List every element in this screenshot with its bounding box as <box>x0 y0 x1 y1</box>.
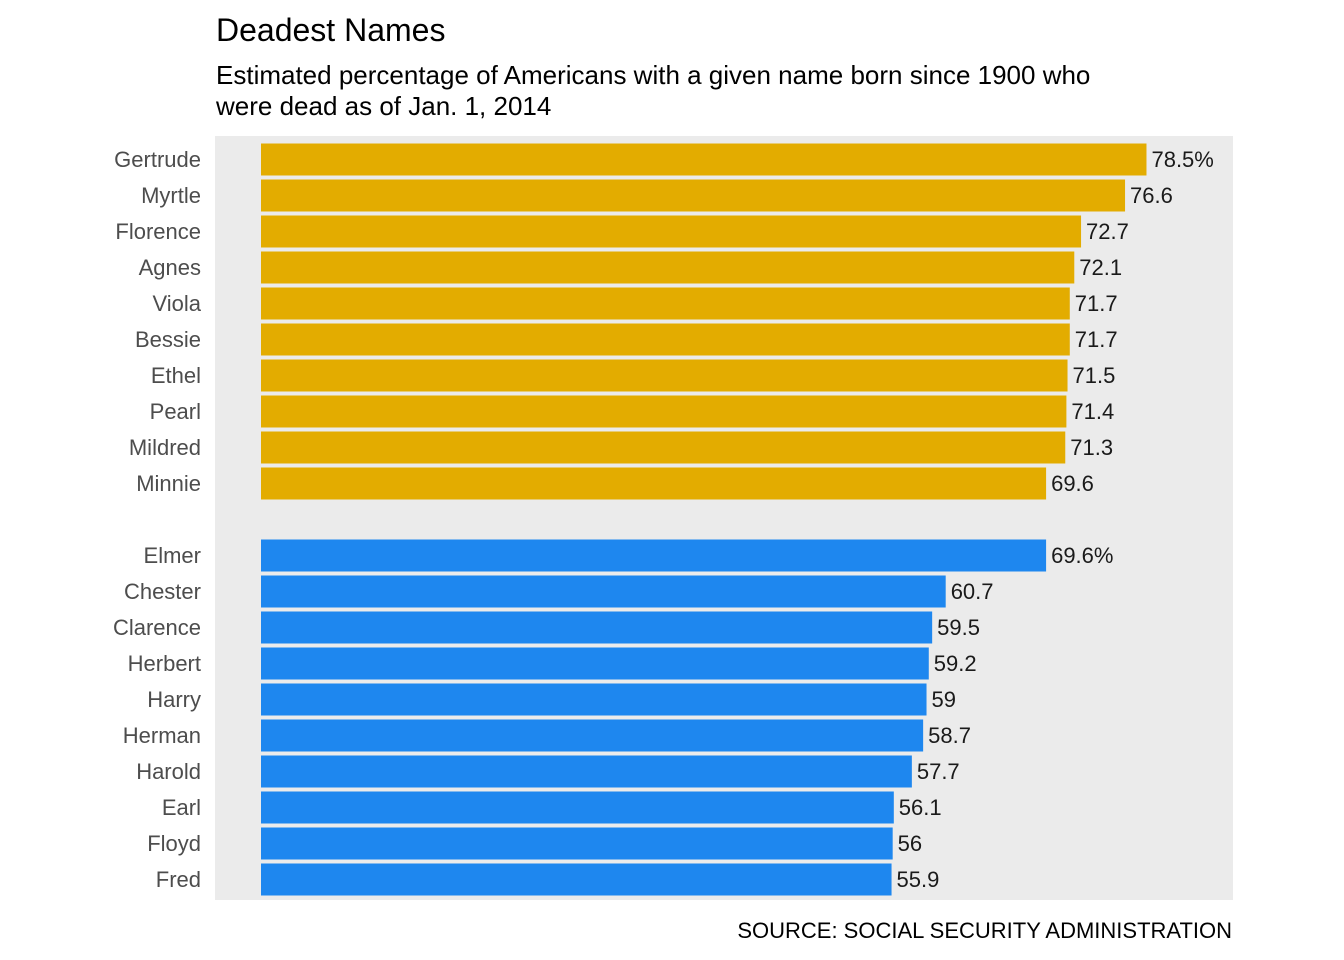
bar-harry <box>261 683 927 716</box>
value-label-floyd: 56 <box>898 831 922 856</box>
bar-ethel <box>261 359 1068 392</box>
category-label-florence: Florence <box>115 219 201 244</box>
chart-source-caption: SOURCE: SOCIAL SECURITY ADMINISTRATION <box>737 918 1232 943</box>
bar-herman <box>261 719 924 752</box>
value-label-earl: 56.1 <box>899 795 942 820</box>
bar-chester <box>261 575 946 608</box>
bar-harold <box>261 755 912 788</box>
value-labels-layer: 78.5% 76.672.7 72.1 71.7 71.7 71.5 71.4 71.3 69.… <box>897 147 1214 892</box>
bar-myrtle <box>261 179 1126 212</box>
bar-clarence <box>261 611 933 644</box>
category-label-gertrude: Gertrude <box>114 147 201 172</box>
bar-minnie <box>261 467 1047 500</box>
category-label-harry: Harry <box>147 687 201 712</box>
value-label-viola: 71.7 <box>1075 291 1118 316</box>
category-label-clarence: Clarence <box>113 615 201 640</box>
category-label-harold: Harold <box>136 759 201 784</box>
bar-agnes <box>261 251 1075 284</box>
value-label-harold: 57.7 <box>917 759 960 784</box>
bar-elmer <box>261 539 1047 572</box>
category-label-earl: Earl <box>162 795 201 820</box>
value-label-chester: 60.7 <box>951 579 994 604</box>
value-label-mildred: 71.3 <box>1070 435 1113 460</box>
category-label-chester: Chester <box>124 579 201 604</box>
bar-florence <box>261 215 1082 248</box>
bar-earl <box>261 791 894 824</box>
category-label-elmer: Elmer <box>144 543 201 568</box>
value-label-myrtle: 76.6 <box>1130 183 1173 208</box>
bar-fred <box>261 863 892 896</box>
category-label-mildred: Mildred <box>129 435 201 460</box>
category-label-bessie: Bessie <box>135 327 201 352</box>
value-label-agnes: 72.1 <box>1079 255 1122 280</box>
chart-title: Deadest Names <box>216 12 446 48</box>
value-label-fred: 55.9 <box>897 867 940 892</box>
category-label-floyd: Floyd <box>147 831 201 856</box>
category-label-pearl: Pearl <box>150 399 201 424</box>
value-label-clarence: 59.5 <box>937 615 980 640</box>
bar-herbert <box>261 647 929 680</box>
bar-mildred <box>261 431 1066 464</box>
category-label-minnie: Minnie <box>136 471 201 496</box>
value-label-bessie: 71.7 <box>1075 327 1118 352</box>
value-label-minnie: 69.6 <box>1051 471 1094 496</box>
category-label-herman: Herman <box>123 723 201 748</box>
value-label-harry: 59 <box>932 687 956 712</box>
value-label-gertrude: 78.5% <box>1151 147 1213 172</box>
category-label-viola: Viola <box>152 291 201 316</box>
value-label-elmer: 69.6% <box>1051 543 1113 568</box>
bar-viola <box>261 287 1070 320</box>
bar-pearl <box>261 395 1067 428</box>
value-label-pearl: 71.4 <box>1071 399 1114 424</box>
value-label-herbert: 59.2 <box>934 651 977 676</box>
value-label-ethel: 71.5 <box>1073 363 1116 388</box>
category-label-ethel: Ethel <box>151 363 201 388</box>
bar-floyd <box>261 827 893 860</box>
chart-subtitle: Estimated percentage of Americans with a… <box>216 60 1091 121</box>
value-label-florence: 72.7 <box>1086 219 1129 244</box>
value-label-herman: 58.7 <box>928 723 971 748</box>
category-label-agnes: Agnes <box>139 255 201 280</box>
category-label-herbert: Herbert <box>128 651 201 676</box>
category-labels-layer: Gertrude Myrtle Florence Agnes Viola Bessie Et… <box>113 147 202 892</box>
category-label-fred: Fred <box>156 867 201 892</box>
bars-layer <box>261 143 1147 896</box>
category-label-myrtle: Myrtle <box>141 183 201 208</box>
bar-bessie <box>261 323 1070 356</box>
bar-gertrude <box>261 143 1147 176</box>
